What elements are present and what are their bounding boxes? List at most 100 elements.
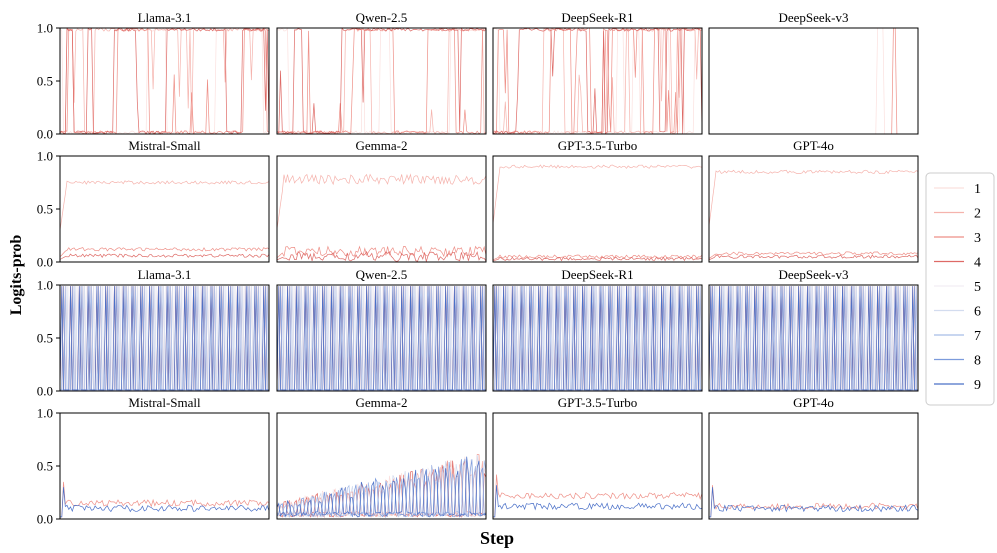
series-line-4 <box>277 250 486 262</box>
panel-frame <box>59 412 270 520</box>
panel-2-1: Qwen-2.5 <box>276 267 487 392</box>
panel-frame <box>708 284 919 392</box>
y-tick-label: 0.5 <box>37 74 53 89</box>
series-group <box>277 173 486 262</box>
panels-group: Llama-3.1 0.0 0.5 1.0 Qwen-2.5 DeepSeek-R1 Dee… <box>37 10 919 527</box>
panel-0-0: Llama-3.1 0.0 0.5 1.0 <box>37 10 270 142</box>
legend-label-2: 2 <box>974 207 981 222</box>
panel-frame <box>492 284 703 392</box>
panel-frame <box>708 27 919 135</box>
legend-label-4: 4 <box>974 256 981 271</box>
panel-title: Mistral-Small <box>128 395 201 410</box>
y-tick-label: 0.5 <box>37 202 53 217</box>
series-line-4 <box>493 256 702 262</box>
y-tick-label: 0.5 <box>37 459 53 474</box>
y-tick-label: 0.0 <box>37 127 53 142</box>
series-group <box>493 474 702 518</box>
panel-1-0: Mistral-Small 0.0 0.5 1.0 <box>37 138 270 270</box>
panel-0-1: Qwen-2.5 <box>276 10 487 135</box>
series-group <box>277 286 486 391</box>
series-line-9 <box>709 487 918 518</box>
series-line-4 <box>60 253 269 260</box>
panel-title: DeepSeek-R1 <box>561 267 633 282</box>
series-group <box>277 454 486 518</box>
y-tick-label: 0.0 <box>37 512 53 527</box>
panel-frame <box>276 412 487 520</box>
series-line-9 <box>277 286 486 391</box>
series-group <box>277 28 486 134</box>
series-line-3 <box>493 474 702 518</box>
panel-3-0: Mistral-Small 0.0 0.5 1.0 <box>37 395 270 527</box>
panel-frame <box>276 284 487 392</box>
panel-1-1: Gemma-2 <box>276 138 487 263</box>
series-line-2 <box>277 173 486 229</box>
panel-title: Qwen-2.5 <box>356 10 408 25</box>
series-group <box>60 286 269 391</box>
series-line-3 <box>60 247 269 258</box>
series-group <box>60 481 269 518</box>
panel-frame <box>59 27 270 135</box>
panel-frame <box>276 27 487 135</box>
panel-3-1: Gemma-2 <box>276 395 487 520</box>
y-tick-label: 0.5 <box>37 331 53 346</box>
series-line-1 <box>709 28 918 134</box>
panel-title: Llama-3.1 <box>138 10 192 25</box>
panel-2-0: Llama-3.1 0.0 0.5 1.0 <box>37 267 270 399</box>
series-line-3 <box>277 28 486 134</box>
series-line-3 <box>60 28 269 134</box>
panel-title: Llama-3.1 <box>138 267 192 282</box>
series-line-2 <box>493 164 702 224</box>
legend-label-7: 7 <box>974 329 981 344</box>
series-group <box>709 286 918 391</box>
panel-3-2: GPT-3.5-Turbo <box>492 395 703 520</box>
panel-title: DeepSeek-R1 <box>561 10 633 25</box>
series-line-3 <box>709 251 918 259</box>
series-line-6 <box>60 286 269 391</box>
y-tick-label: 1.0 <box>37 278 53 293</box>
panel-title: Gemma-2 <box>356 138 408 153</box>
series-line-9 <box>709 286 918 391</box>
series-line-2 <box>60 28 269 134</box>
series-line-3 <box>709 28 918 134</box>
series-line-4 <box>60 28 269 134</box>
legend-label-9: 9 <box>974 378 981 393</box>
panel-frame <box>708 412 919 520</box>
panel-1-2: GPT-3.5-Turbo <box>492 138 703 263</box>
series-group <box>493 164 702 262</box>
series-group <box>493 286 702 391</box>
series-group <box>493 28 702 134</box>
legend-label-1: 1 <box>974 182 981 197</box>
panel-1-3: GPT-4o <box>708 138 919 263</box>
series-line-2 <box>709 169 918 227</box>
panel-frame <box>708 155 919 263</box>
series-line-4 <box>277 28 486 134</box>
panel-title: Qwen-2.5 <box>356 267 408 282</box>
panel-frame <box>492 27 703 135</box>
panel-title: Mistral-Small <box>128 138 201 153</box>
y-tick-label: 1.0 <box>37 406 53 421</box>
series-line-8 <box>277 459 486 518</box>
y-tick-label: 1.0 <box>37 149 53 164</box>
series-line-9 <box>60 487 269 518</box>
series-line-4 <box>709 254 918 261</box>
legend-label-6: 6 <box>974 305 981 320</box>
series-line-2 <box>493 28 702 134</box>
series-line-3 <box>60 481 269 518</box>
panel-0-2: DeepSeek-R1 <box>492 10 703 135</box>
series-line-6 <box>493 286 702 391</box>
legend-label-5: 5 <box>974 280 981 295</box>
panel-0-3: DeepSeek-v3 <box>708 10 919 135</box>
series-line-2 <box>60 180 269 231</box>
y-axis-label: Logits-prob <box>8 235 25 316</box>
panel-frame <box>492 412 703 520</box>
series-line-9 <box>493 286 702 391</box>
panel-title: Gemma-2 <box>356 395 408 410</box>
series-group <box>60 28 269 134</box>
legend-box <box>925 172 995 406</box>
panel-2-2: DeepSeek-R1 <box>492 267 703 392</box>
panel-frame <box>59 155 270 263</box>
panel-3-3: GPT-4o <box>708 395 919 520</box>
panel-title: DeepSeek-v3 <box>778 10 848 25</box>
panel-2-3: DeepSeek-v3 <box>708 267 919 392</box>
